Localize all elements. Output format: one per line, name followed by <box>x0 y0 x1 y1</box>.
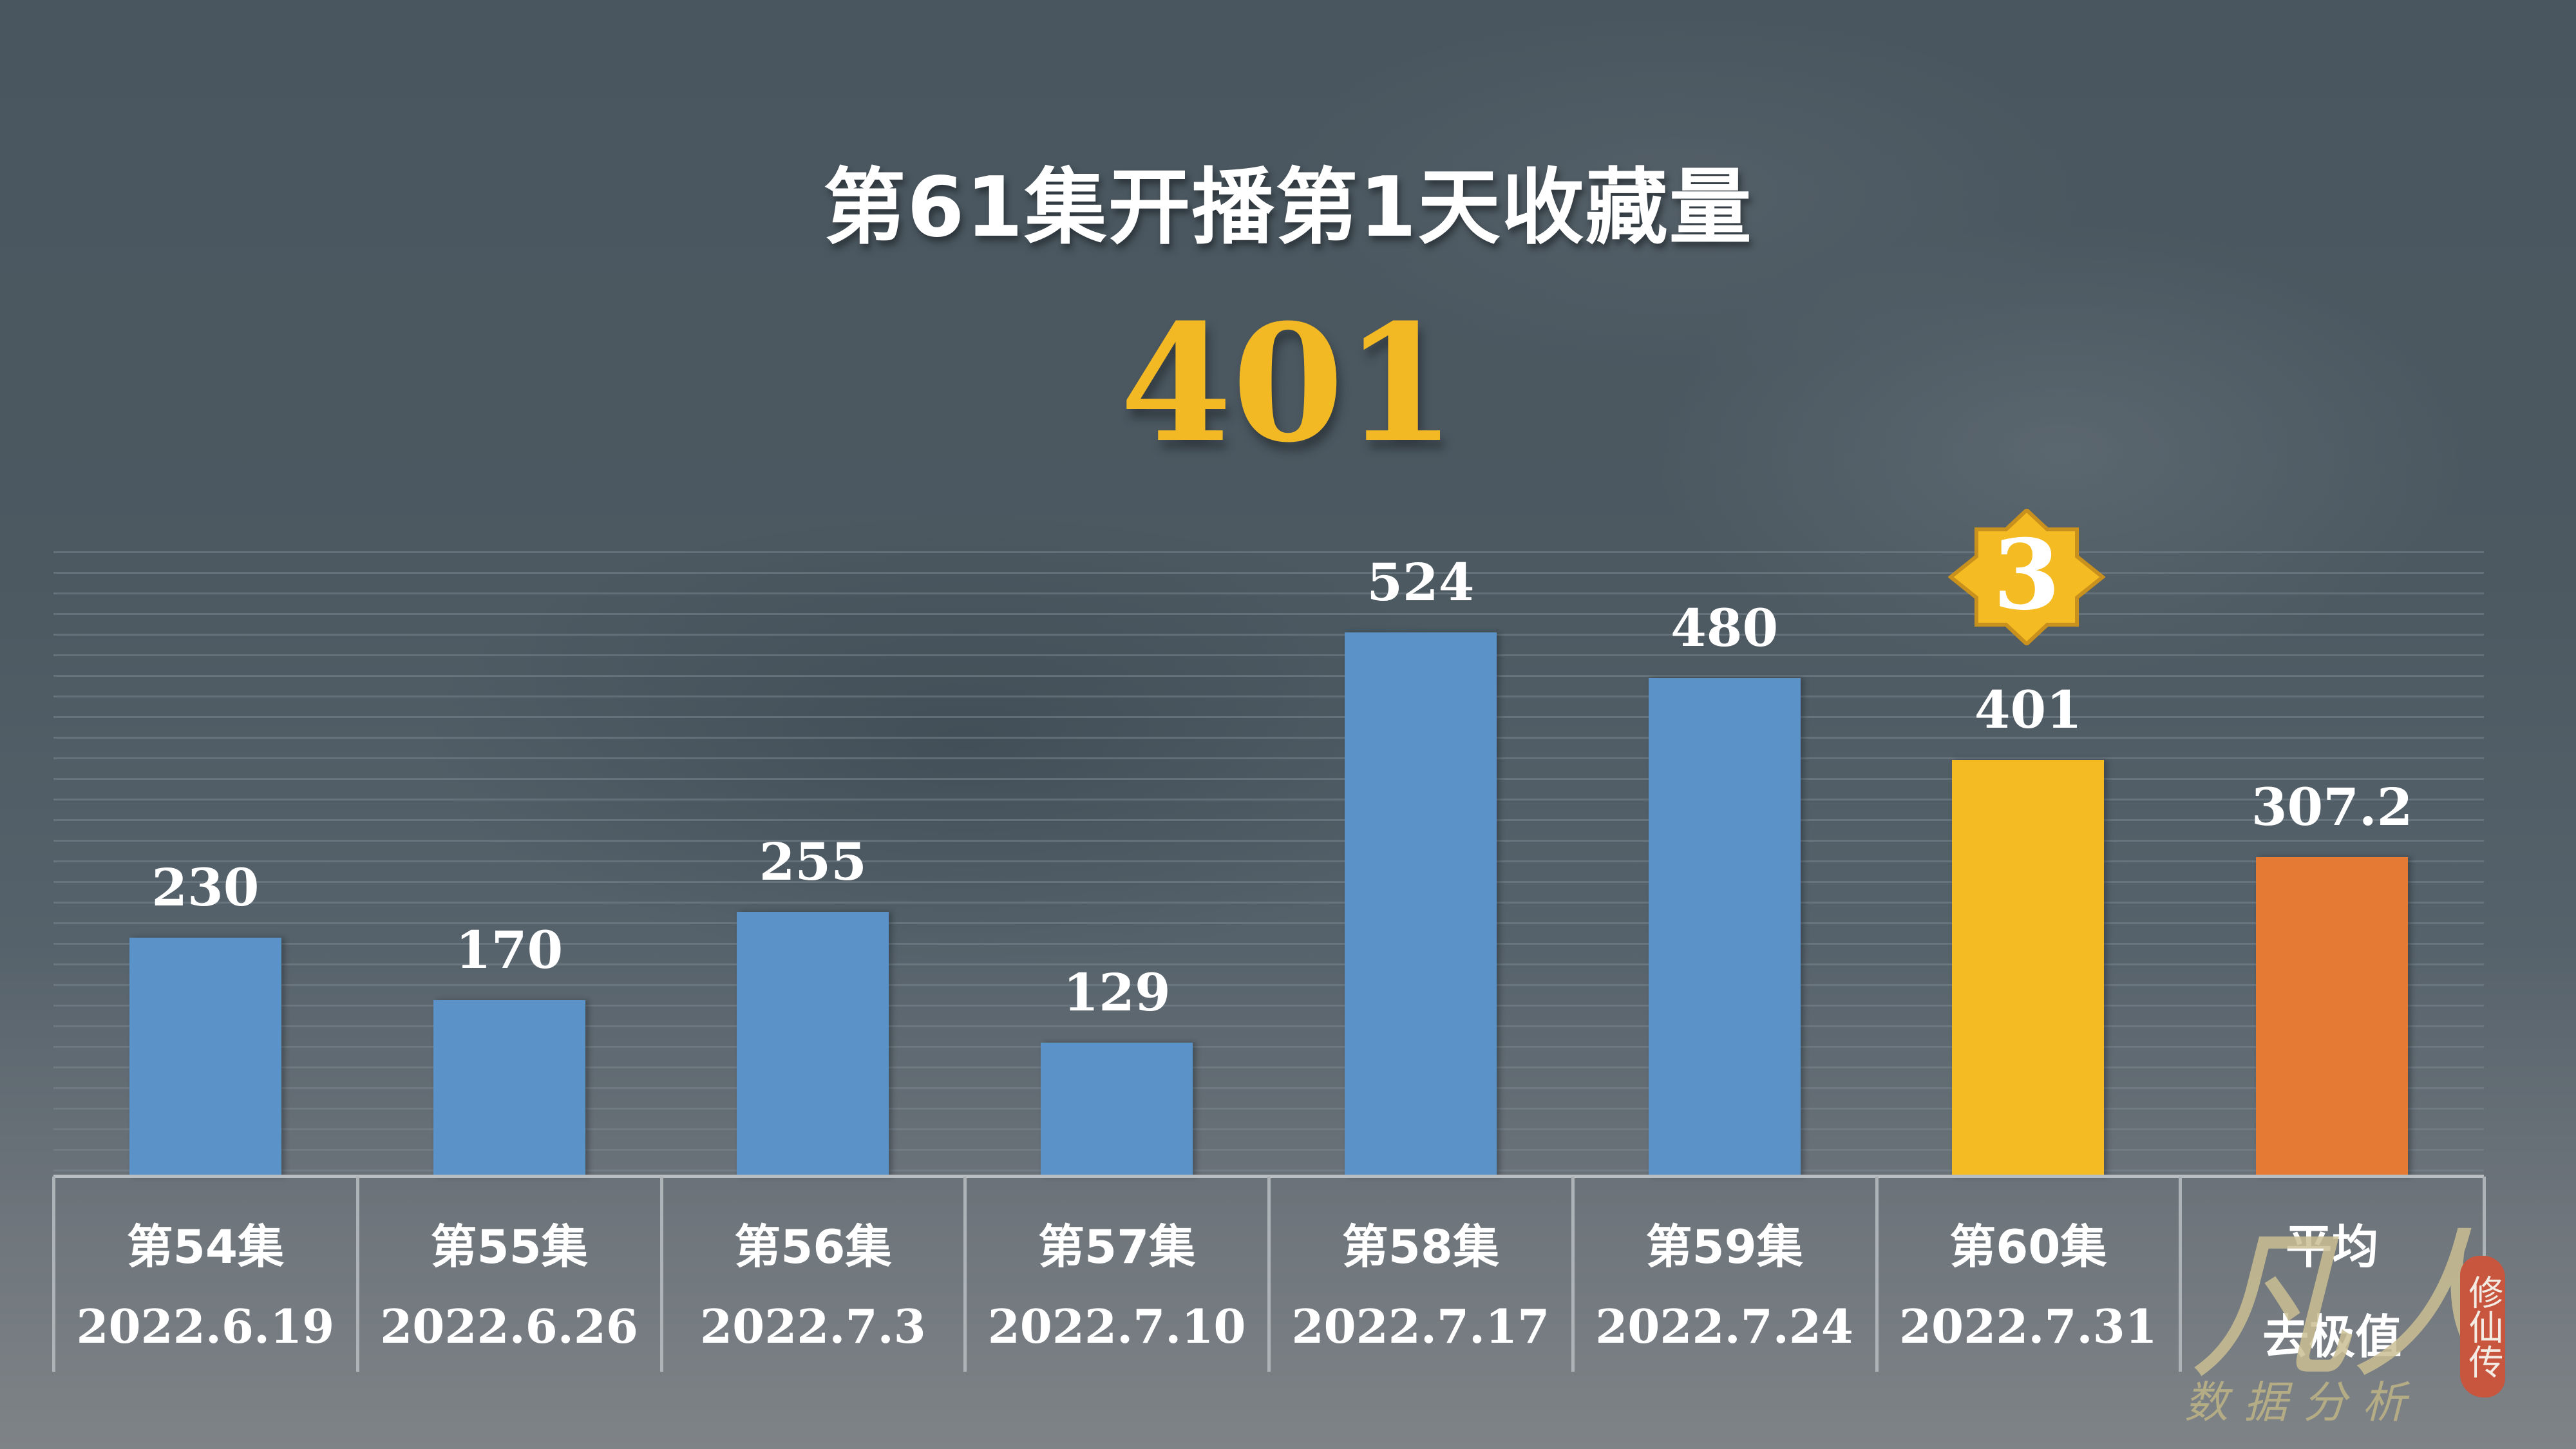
category-cell: 第54集 2022.6.19 <box>53 1177 357 1372</box>
bar-value-label: 255 <box>759 831 867 892</box>
category-label: 第56集 <box>734 1220 892 1274</box>
category-cell: 第59集 2022.7.24 <box>1573 1177 1877 1372</box>
watermark-logo: 凡人 <box>2190 1213 2512 1401</box>
category-label: 平均 <box>2286 1220 2379 1274</box>
category-label: 第58集 <box>1341 1220 1499 1274</box>
category-label: 第59集 <box>1645 1220 1803 1274</box>
bar-value-label: 129 <box>1063 961 1171 1023</box>
gridlines <box>53 551 2484 1177</box>
category-date: 2022.7.31 <box>1899 1299 2157 1354</box>
x-axis-line <box>53 1175 2484 1178</box>
category-cell: 第58集 2022.7.17 <box>1269 1177 1573 1372</box>
category-label: 第57集 <box>1038 1220 1196 1274</box>
cell-divider <box>52 1177 55 1372</box>
watermark-seal: 修仙传 <box>2460 1256 2505 1397</box>
chart-title: 第61集开播第1天收藏量 <box>823 160 1753 256</box>
bar-value-label: 307.2 <box>2251 777 2413 838</box>
category-date: 2022.7.24 <box>1595 1299 1854 1354</box>
category-cell: 第55集 2022.6.26 <box>357 1177 661 1372</box>
category-date: 2022.6.26 <box>380 1299 639 1354</box>
category-date: 2022.6.19 <box>76 1299 335 1354</box>
eight-point-star-icon <box>1948 509 2105 645</box>
category-cell: 第60集 2022.7.31 <box>1877 1177 2181 1372</box>
bar-value-label: 524 <box>1367 551 1475 612</box>
category-date: 2022.7.3 <box>700 1299 926 1354</box>
category-date: 2022.7.17 <box>1291 1299 1550 1354</box>
cell-divider <box>659 1177 663 1372</box>
rank-value: 3 <box>1993 518 2061 632</box>
watermark: 凡人 数据分析 修仙传 <box>2125 1224 2576 1449</box>
category-label: 第60集 <box>1949 1220 2107 1274</box>
bar-value-label: 170 <box>455 919 564 980</box>
bar <box>1041 1042 1193 1177</box>
cell-divider <box>1267 1177 1271 1372</box>
bar-value-label: 480 <box>1671 597 1779 658</box>
bar <box>1344 632 1497 1177</box>
bar <box>2256 857 2409 1177</box>
cell-divider <box>1571 1177 1575 1372</box>
bar <box>1952 760 2105 1177</box>
rank-badge: 3 <box>1948 509 2105 645</box>
category-cell: 第57集 2022.7.10 <box>965 1177 1269 1372</box>
cell-divider <box>2179 1177 2183 1372</box>
category-date: 去极值 <box>2262 1310 2402 1364</box>
cell-divider <box>355 1177 359 1372</box>
bar <box>129 938 281 1177</box>
bar <box>1648 677 1801 1177</box>
bar <box>737 911 889 1177</box>
category-label: 第55集 <box>430 1220 588 1274</box>
category-date: 2022.7.10 <box>987 1299 1246 1354</box>
cell-divider <box>963 1177 967 1372</box>
cell-divider <box>1875 1177 1879 1372</box>
bar-value-label: 401 <box>1974 679 2082 741</box>
headline-value: 401 <box>1120 289 1456 478</box>
bar-value-label: 230 <box>151 857 260 918</box>
category-label: 第54集 <box>126 1220 284 1274</box>
bar <box>433 999 585 1177</box>
category-cell: 第56集 2022.7.3 <box>661 1177 965 1372</box>
watermark-subtitle: 数据分析 <box>2184 1378 2422 1428</box>
category-cell: 平均 去极值 <box>2180 1177 2484 1372</box>
